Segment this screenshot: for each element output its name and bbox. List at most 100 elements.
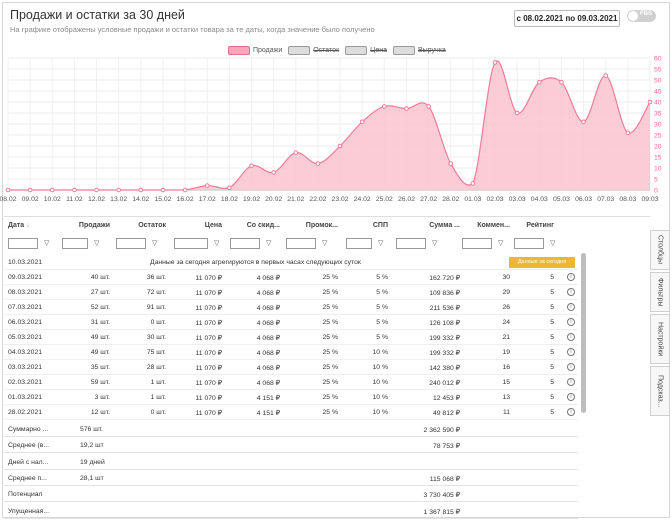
table-cell: 11 070 ₽ <box>195 395 223 402</box>
column-header[interactable]: Дата ↓ <box>8 222 44 229</box>
table-cell: 5 <box>550 409 554 416</box>
column-header[interactable]: Сумма ... <box>392 222 460 229</box>
summary-row: Дней с нал... 19 дней <box>4 454 578 470</box>
table-cell: 12 шт. <box>90 409 110 416</box>
filter-row: ▽ ▽ ▽ ▽ ▽ ▽ ▽ ▽ ▽ ▽ <box>4 237 578 252</box>
sales-point <box>27 187 33 193</box>
sales-point <box>581 119 586 125</box>
table-cell: 11 070 ₽ <box>195 365 223 372</box>
filter-input[interactable] <box>346 238 372 249</box>
info-icon[interactable]: i <box>567 348 575 356</box>
y-tick-label: 10 <box>654 166 662 173</box>
table-scrollbar[interactable] <box>580 253 588 439</box>
filter-input[interactable] <box>174 238 208 249</box>
table-row: 09.03.2021 40 шт. 36 шт. 11 070 ₽ 4 068 ₽ 25 … <box>4 270 578 285</box>
column-header[interactable]: Коммен... <box>462 222 510 229</box>
filter-input[interactable] <box>286 238 316 249</box>
legend-item-revenue[interactable]: Выручка <box>392 44 446 56</box>
column-header[interactable]: Со скид... <box>226 222 280 229</box>
fbs-toggle[interactable]: FBS <box>627 10 656 22</box>
summary-sum: 78 753 ₽ <box>432 443 460 451</box>
legend-item-stock[interactable]: Остаток <box>288 44 339 56</box>
info-icon[interactable]: i <box>567 303 575 311</box>
column-header[interactable]: Рейтинг <box>514 222 554 229</box>
summary-sales: 576 шт. <box>80 426 103 433</box>
info-icon[interactable]: i <box>567 408 575 416</box>
info-icon[interactable]: i <box>567 288 575 296</box>
info-icon[interactable]: i <box>567 318 575 326</box>
x-tick-label: 07.03 <box>597 196 614 203</box>
table-cell: 11 <box>502 409 510 416</box>
column-header[interactable]: Промок... <box>284 222 338 229</box>
side-tab-filters[interactable]: Фильтры <box>650 272 670 312</box>
x-tick-label: 08.03 <box>619 196 636 203</box>
y-tick-label: 15 <box>654 155 662 162</box>
sales-point <box>537 79 542 85</box>
x-tick-label: 09.03 <box>641 196 658 203</box>
legend-swatch <box>288 45 311 55</box>
filter-input[interactable] <box>8 238 38 249</box>
filter-icon[interactable]: ▽ <box>266 240 272 247</box>
filter-icon[interactable]: ▽ <box>322 240 328 247</box>
column-header-label: Цена <box>204 222 222 229</box>
y-tick-label: 20 <box>654 144 662 151</box>
x-tick-label: 01.03 <box>464 196 481 203</box>
legend-item-price[interactable]: Цена <box>345 44 387 56</box>
table-cell: 11 070 ₽ <box>195 380 223 387</box>
table-row: 10.03.2021 Данные за сегодня агрегируются… <box>4 255 578 270</box>
info-icon[interactable]: i <box>567 363 575 371</box>
legend-item-sales[interactable]: Продажи <box>228 44 282 56</box>
filter-icon[interactable]: ▽ <box>498 240 504 247</box>
table-row: 28.02.2021 12 шт. 0 шт. 11 070 ₽ 4 151 ₽ 25 %… <box>4 405 578 420</box>
scrollbar-thumb[interactable] <box>581 253 586 413</box>
filter-input[interactable] <box>462 238 492 249</box>
table-cell: 211 536 ₽ <box>429 305 460 312</box>
sales-point <box>426 104 431 109</box>
filter-icon[interactable]: ▽ <box>44 240 50 247</box>
info-icon[interactable]: i <box>567 273 575 281</box>
filter-icon[interactable]: ▽ <box>550 240 556 247</box>
table-cell: 04.03.2021 <box>8 349 43 356</box>
date-range-picker[interactable]: с 08.02.2021 по 09.03.2021 <box>514 10 620 27</box>
column-header-label: Продажи <box>78 222 110 229</box>
filter-input[interactable] <box>396 238 426 249</box>
info-icon[interactable]: i <box>567 333 575 341</box>
info-icon[interactable]: i <box>567 393 575 401</box>
summary-row: Среднее п... 28,1 шт 115 068 ₽ <box>4 470 578 486</box>
page-title: Продажи и остатки за 30 дней <box>10 8 185 22</box>
filter-input[interactable] <box>230 238 260 249</box>
side-tab-label: Фильтры <box>656 277 664 307</box>
filter-icon[interactable]: ▽ <box>152 240 158 247</box>
filter-input[interactable] <box>62 238 88 249</box>
table-cell: 06.03.2021 <box>8 319 43 326</box>
today-data-button[interactable]: Данные за сегодня <box>509 257 575 268</box>
table-cell: 5 % <box>376 289 388 296</box>
column-header[interactable]: Цена <box>170 222 222 229</box>
info-icon[interactable]: i <box>567 378 575 386</box>
table-cell: 11 070 ₽ <box>195 335 223 342</box>
filter-icon[interactable]: ▽ <box>94 240 100 247</box>
table-cell: 5 % <box>376 274 388 281</box>
table-cell: 4 068 ₽ <box>256 350 280 357</box>
side-tab-hints[interactable]: Подсказ... <box>650 366 670 416</box>
side-tab-settings[interactable]: Настройки <box>650 314 670 364</box>
table-cell: 25 % <box>322 349 339 356</box>
column-header[interactable]: Остаток <box>114 222 166 229</box>
summary-label: Среднее п... <box>8 474 47 482</box>
column-header[interactable]: СПП <box>342 222 388 229</box>
x-tick-label: 21.02 <box>287 196 304 203</box>
summary-sum: 3 730 405 ₽ <box>423 492 460 500</box>
table-cell: 5 <box>550 379 554 386</box>
filter-icon[interactable]: ▽ <box>432 240 438 247</box>
filter-input[interactable] <box>514 238 544 249</box>
filter-input[interactable] <box>116 238 146 249</box>
summary-sum: 2 362 590 ₽ <box>423 427 460 434</box>
x-tick-label: 16.02 <box>177 196 194 203</box>
table-cell: 16 <box>502 364 510 371</box>
filter-icon[interactable]: ▽ <box>378 240 384 247</box>
table-cell: 0 шт. <box>150 319 166 326</box>
side-tab-columns[interactable]: Столбцы <box>650 230 670 270</box>
table-cell: 11 070 ₽ <box>195 290 223 297</box>
filter-icon[interactable]: ▽ <box>214 240 220 247</box>
column-header[interactable]: Продажи <box>62 222 110 229</box>
